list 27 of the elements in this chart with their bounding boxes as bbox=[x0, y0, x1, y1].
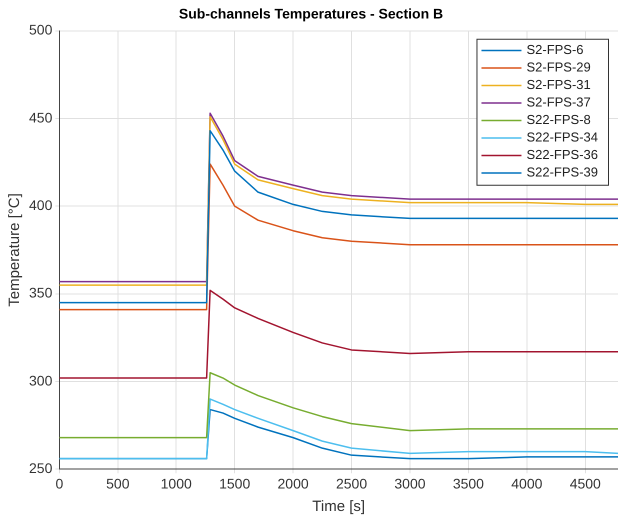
legend-label: S22-FPS-39 bbox=[526, 164, 598, 180]
x-tick-label: 4500 bbox=[570, 475, 602, 492]
legend-label: S22-FPS-36 bbox=[526, 147, 598, 162]
x-tick-label: 1500 bbox=[219, 475, 250, 492]
legend-label: S2-FPS-31 bbox=[526, 77, 591, 92]
x-tick-label: 4000 bbox=[511, 475, 543, 492]
x-tick-label: 2500 bbox=[336, 475, 368, 492]
x-axis-title: Time [s] bbox=[312, 498, 366, 516]
x-tick-label: 0 bbox=[55, 475, 64, 492]
y-tick-label: 400 bbox=[29, 197, 53, 214]
x-tick-label: 2000 bbox=[278, 475, 309, 492]
chart-title: Sub-channels Temperatures - Section B bbox=[178, 5, 444, 22]
x-tick-label: 3000 bbox=[394, 475, 426, 492]
x-tick-label: 500 bbox=[106, 475, 130, 492]
legend-label: S2-FPS-6 bbox=[526, 42, 584, 58]
legend-label: S22-FPS-34 bbox=[526, 130, 598, 145]
y-tick-label: 300 bbox=[29, 372, 53, 388]
y-tick-label: 500 bbox=[29, 22, 53, 38]
legend-label: S22-FPS-8 bbox=[526, 112, 591, 128]
x-tick-label: 1000 bbox=[160, 475, 192, 492]
y-tick-label: 250 bbox=[29, 460, 53, 476]
x-tick-label: 3500 bbox=[452, 475, 484, 492]
legend-label: S2-FPS-29 bbox=[526, 60, 591, 75]
legend-label: S2-FPS-37 bbox=[526, 94, 591, 110]
y-tick-label: 350 bbox=[29, 284, 53, 301]
y-tick-label: 450 bbox=[29, 109, 53, 126]
y-axis-title: Temperature [°C] bbox=[6, 193, 24, 307]
